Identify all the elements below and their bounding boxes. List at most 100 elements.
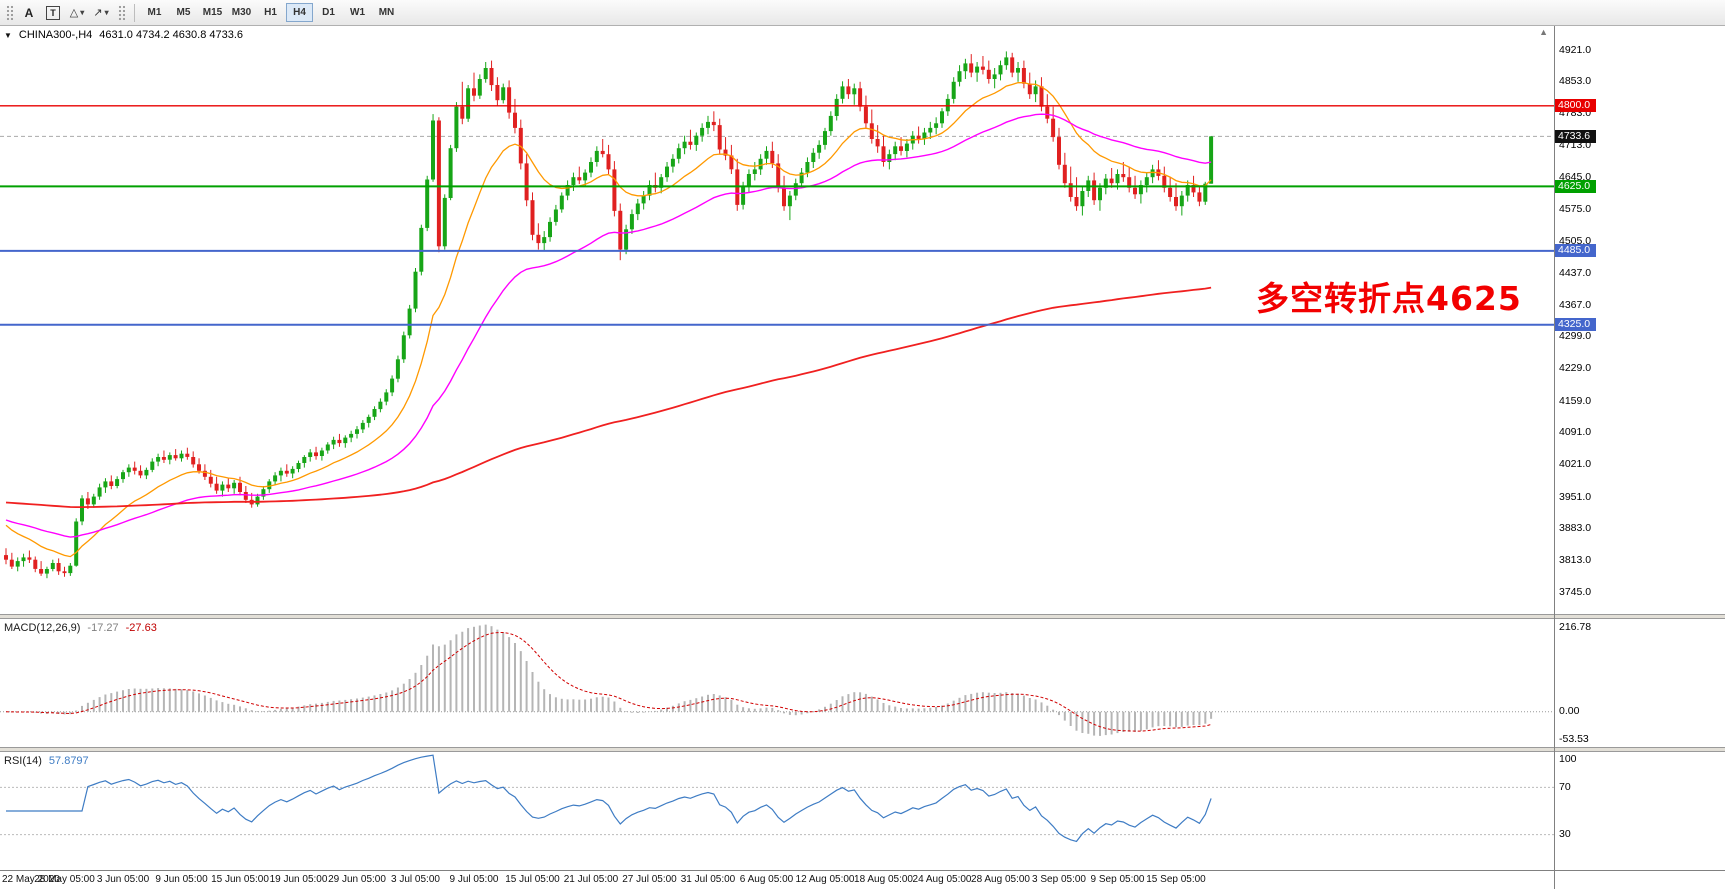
rsi-label: RSI(14) 57.8797: [4, 755, 89, 767]
price-tick-label: 4091.0: [1559, 426, 1592, 439]
time-axis[interactable]: 22 May 2020 28 May 05:00 3 Jun 05:00 9 Jun …: [0, 870, 1554, 889]
chart-shift-marker[interactable]: ▲: [1539, 27, 1548, 37]
rsi-scale[interactable]: 100 70 30: [1555, 752, 1725, 870]
rsi-line: [6, 754, 1212, 843]
macd-label: MACD(12,26,9) -17.27 -27.63: [4, 622, 157, 634]
macd-pane[interactable]: MACD(12,26,9) -17.27 -27.63: [0, 619, 1554, 747]
pane-divider[interactable]: [0, 747, 1554, 752]
chart-workspace: ▼ CHINA300-,H4 4631.0 4734.2 4630.8 4733…: [0, 26, 1725, 889]
main-chart-pane[interactable]: ▼ CHINA300-,H4 4631.0 4734.2 4630.8 4733…: [0, 26, 1554, 614]
time-tick-label: 22 May 2020: [2, 874, 60, 885]
rsi-value: 57.8797: [48, 755, 89, 767]
pane-divider[interactable]: [0, 614, 1554, 619]
scale-divider: [1555, 747, 1725, 752]
toolbar: A T △ ▾ ↗ ▾ M1 M5 M15 M30 H1 H4 D1 W1 MN: [0, 0, 1725, 26]
toolbar-grip[interactable]: [5, 3, 13, 22]
timeframe-mn-button[interactable]: MN: [373, 3, 400, 22]
time-tick-label: 31 Jul 05:00: [680, 874, 736, 885]
scale-corner: [1555, 870, 1725, 889]
price-level-tag: 4800.0: [1555, 99, 1597, 113]
ma-fast-line: [5, 81, 1212, 558]
time-tick-label: 15 Jun 05:00: [211, 874, 269, 885]
macd-histogram: [10, 624, 1213, 736]
time-tick-label: 6 Aug 05:00: [739, 874, 794, 885]
macd-scale-zero-label: 0.00: [1559, 705, 1580, 718]
current-price-tag: 4733.6: [1555, 129, 1597, 143]
macd-signal-line: [5, 631, 1212, 732]
macd-main-value: -17.27: [87, 622, 119, 634]
text-label-tool-button[interactable]: A: [18, 3, 40, 23]
timeframe-m5-button[interactable]: M5: [170, 3, 197, 22]
chart-title: ▼ CHINA300-,H4 4631.0 4734.2 4630.8 4733…: [4, 29, 243, 41]
time-tick-label: 27 Jul 05:00: [622, 874, 677, 885]
chart-ohlc-values: 4631.0 4734.2 4630.8 4733.6: [99, 29, 244, 41]
candles-layer: [4, 51, 1214, 579]
time-tick-label: 24 Aug 05:00: [912, 874, 972, 885]
chart-symbol-label: CHINA300-,H4: [18, 29, 93, 41]
time-tick-label: 15 Sep 05:00: [1146, 874, 1206, 885]
chart-panes: ▼ CHINA300-,H4 4631.0 4734.2 4630.8 4733…: [0, 26, 1555, 889]
macd-scale-min-label: -53.53: [1559, 732, 1589, 745]
price-tick-label: 4645.0: [1559, 170, 1592, 183]
macd-signal-value: -27.63: [125, 622, 157, 634]
price-tick-label: 4021.0: [1559, 458, 1592, 471]
ma-slow-line: [5, 286, 1212, 509]
ma-mid-line: [5, 113, 1212, 538]
scale-divider: [1555, 614, 1725, 619]
price-tick-label: 4921.0: [1559, 43, 1592, 56]
price-tick-label: 4505.0: [1559, 235, 1592, 248]
macd-name: MACD(12,26,9): [4, 622, 81, 634]
time-tick-label: 28 May 05:00: [34, 874, 95, 885]
price-tick-label: 3813.0: [1559, 554, 1592, 567]
rsi-scale-70-label: 70: [1559, 780, 1571, 793]
price-tick-label: 4437.0: [1559, 266, 1592, 279]
time-tick-label: 3 Jun 05:00: [96, 874, 150, 885]
timeframe-h1-button[interactable]: H1: [257, 3, 284, 22]
rsi-scale-30-label: 30: [1559, 828, 1571, 841]
price-scale-main[interactable]: 4921.0 4853.0 4783.0 4713.0 4645.0 4575.0 4505…: [1555, 26, 1725, 614]
time-tick-label: 21 Jul 05:00: [563, 874, 619, 885]
one-click-trading-toggle[interactable]: ▼: [4, 30, 12, 40]
time-tick-label: 9 Jul 05:00: [449, 874, 499, 885]
price-tick-label: 4229.0: [1559, 362, 1592, 375]
price-tick-label: 3883.0: [1559, 521, 1592, 534]
time-tick-label: 9 Sep 05:00: [1090, 874, 1145, 885]
price-tick-label: 3951.0: [1559, 490, 1592, 503]
chevron-down-icon: ▾: [104, 8, 109, 17]
price-level-tag: 4485.0: [1555, 244, 1597, 258]
main-chart-canvas[interactable]: [0, 26, 1554, 614]
price-tick-label: 4853.0: [1559, 74, 1592, 87]
macd-scale[interactable]: 216.78 0.00 -53.53: [1555, 619, 1725, 747]
macd-canvas[interactable]: [0, 619, 1554, 747]
chart-annotation: 多空转折点4625: [1256, 279, 1522, 318]
rsi-canvas[interactable]: [0, 752, 1554, 870]
price-level-tag: 4625.0: [1555, 179, 1597, 193]
toolbar-separator: [134, 3, 135, 22]
timeframe-m15-button[interactable]: M15: [199, 3, 226, 22]
time-tick-label: 3 Sep 05:00: [1032, 874, 1086, 885]
toolbar-grip[interactable]: [117, 3, 125, 22]
text-tool-button[interactable]: T: [42, 3, 64, 23]
timeframe-d1-button[interactable]: D1: [315, 3, 342, 22]
price-scale[interactable]: 4921.0 4853.0 4783.0 4713.0 4645.0 4575.0 4505…: [1555, 26, 1725, 889]
chevron-down-icon: ▾: [80, 8, 85, 17]
timeframe-h4-button[interactable]: H4: [286, 3, 313, 22]
text-label-tool-glyph: A: [24, 5, 34, 20]
time-tick-label: 12 Aug 05:00: [795, 874, 855, 885]
timeframe-m1-button[interactable]: M1: [141, 3, 168, 22]
time-tick-label: 3 Jul 05:00: [391, 874, 440, 885]
rsi-scale-100-label: 100: [1559, 752, 1577, 765]
timeframe-w1-button[interactable]: W1: [344, 3, 371, 22]
price-tick-label: 4367.0: [1559, 298, 1592, 311]
time-tick-label: 29 Jun 05:00: [328, 874, 386, 885]
price-tick-label: 4575.0: [1559, 202, 1592, 215]
arrows-tool-button[interactable]: ↗ ▾: [90, 3, 112, 23]
time-tick-label: 19 Jun 05:00: [269, 874, 328, 885]
shapes-tool-button[interactable]: △ ▾: [66, 3, 88, 23]
price-tick-label: 4299.0: [1559, 330, 1592, 343]
timeframe-m30-button[interactable]: M30: [228, 3, 255, 22]
time-tick-label: 28 Aug 05:00: [971, 874, 1030, 885]
rsi-pane[interactable]: RSI(14) 57.8797: [0, 752, 1554, 870]
price-tick-label: 4159.0: [1559, 394, 1592, 407]
